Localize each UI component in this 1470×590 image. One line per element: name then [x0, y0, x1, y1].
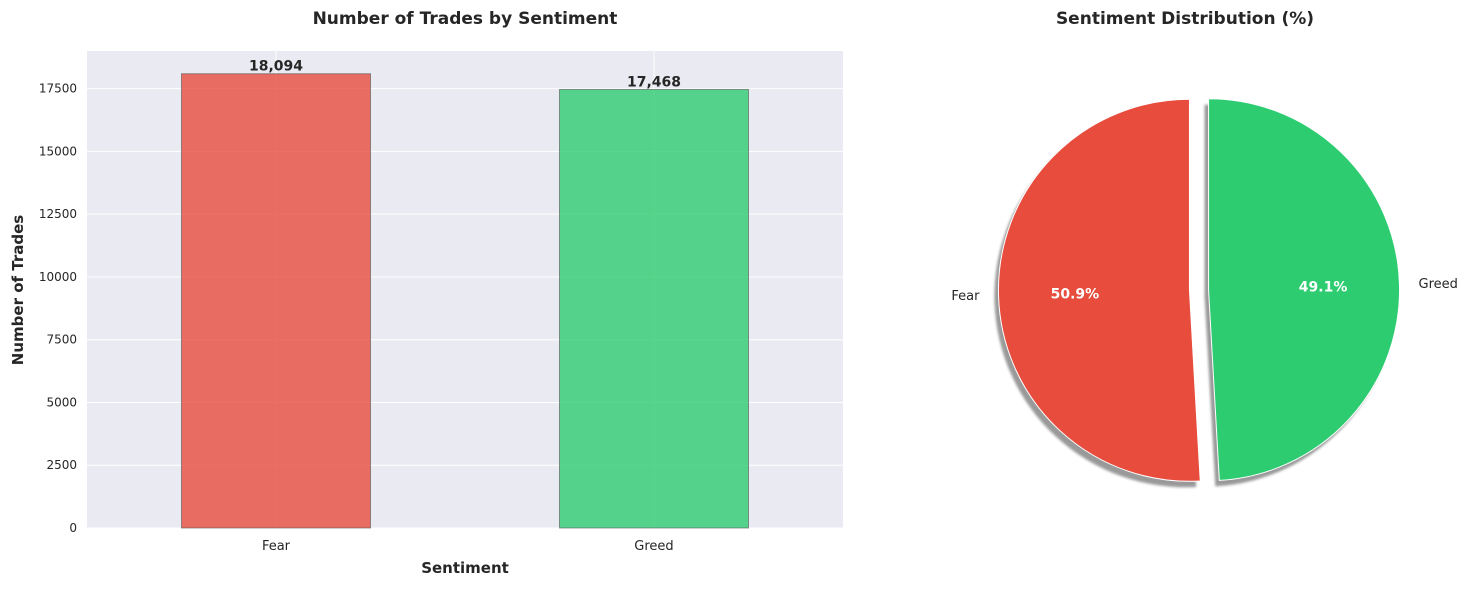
bar-chart: Number of Trades by Sentiment 18,094 17,4… — [9, 9, 843, 577]
y-tick-label: 12500 — [39, 207, 77, 221]
bar-fear — [181, 73, 371, 529]
pie-category-label: Fear — [951, 289, 980, 304]
bar-value-labels: 18,094 17,468 — [249, 59, 681, 91]
x-tick-labels: Fear Greed — [262, 539, 674, 554]
x-axis-label: Sentiment — [421, 559, 509, 577]
pie-slice-fear — [998, 98, 1201, 482]
y-tick-label: 15000 — [39, 144, 77, 158]
x-tick-label: Greed — [634, 539, 673, 554]
bars — [181, 73, 749, 529]
y-tick-label: 7500 — [46, 333, 77, 347]
y-tick-label: 10000 — [39, 270, 77, 284]
bar-value-label: 17,468 — [627, 74, 681, 90]
pie-labels: 50.9% Fear 49.1% Greed — [951, 277, 1458, 304]
bar-chart-title: Number of Trades by Sentiment — [313, 9, 618, 29]
y-tick-label: 17500 — [39, 82, 77, 96]
pie-percent-label: 49.1% — [1299, 279, 1348, 295]
y-tick-label: 2500 — [46, 458, 77, 472]
pie-slices — [998, 98, 1400, 482]
pie-chart-title: Sentiment Distribution (%) — [1056, 9, 1314, 29]
bar-value-label: 18,094 — [249, 59, 303, 75]
x-tick-label: Fear — [262, 539, 291, 554]
y-tick-labels: 0 2500 5000 7500 10000 12500 15000 17500 — [39, 82, 77, 535]
bar-greed — [559, 88, 749, 529]
y-axis-label: Number of Trades — [9, 215, 27, 365]
y-tick-label: 0 — [69, 521, 77, 535]
pie-category-label: Greed — [1419, 277, 1458, 292]
pie-slice-greed — [1208, 98, 1400, 481]
y-tick-label: 5000 — [46, 395, 77, 409]
pie-chart: Sentiment Distribution (%) 50.9% Fear 49.1… — [951, 9, 1458, 488]
pie-percent-label: 50.9% — [1051, 287, 1100, 303]
